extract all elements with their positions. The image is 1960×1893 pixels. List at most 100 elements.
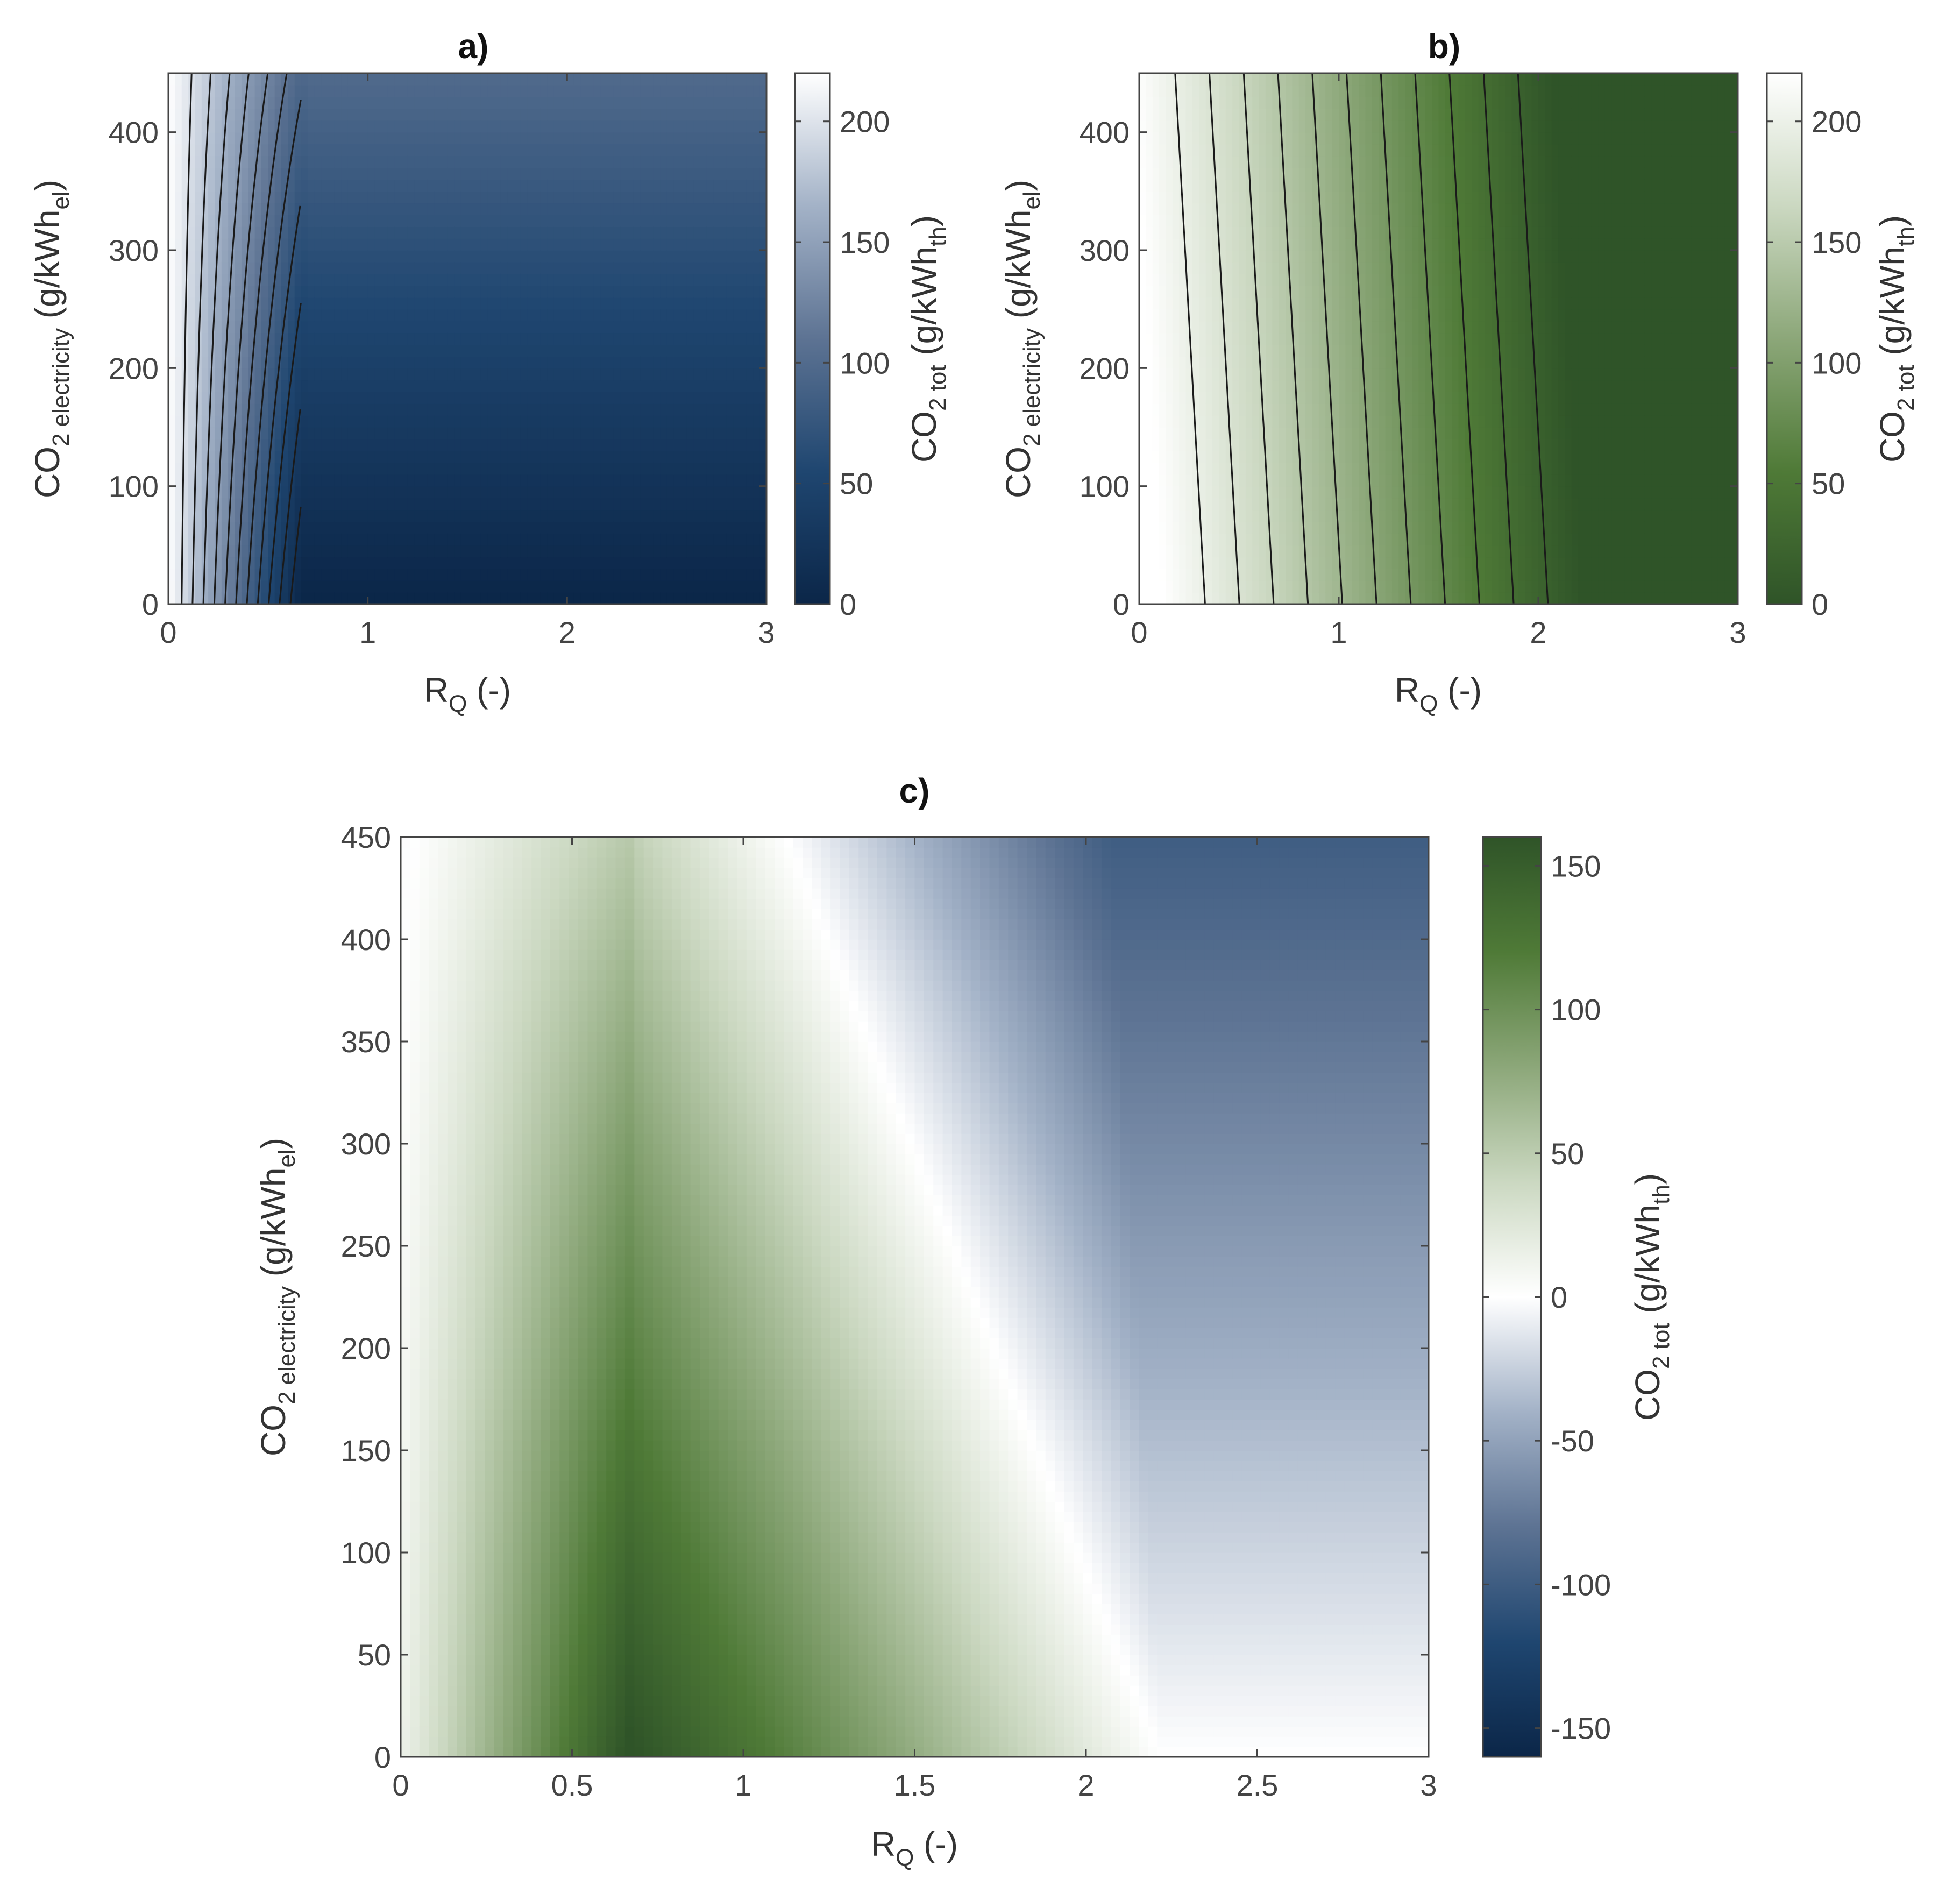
heatmap-cell (593, 344, 601, 357)
heatmap-cell (228, 179, 236, 192)
heatmap-cell (494, 226, 501, 239)
heatmap-cell (700, 427, 707, 439)
heatmap-cell (640, 261, 648, 274)
heatmap-cell (268, 120, 275, 133)
heatmap-cell (500, 438, 508, 451)
heatmap-cell (1245, 592, 1253, 605)
heatmap-cell (421, 273, 428, 286)
heatmap-cell (361, 226, 368, 239)
heatmap-cell (1146, 533, 1153, 546)
heatmap-cell (175, 521, 182, 534)
heatmap-cell (494, 498, 501, 511)
heatmap-cell (394, 332, 402, 345)
heatmap-cell (434, 73, 442, 86)
heatmap-cell (394, 261, 402, 274)
heatmap-cell (347, 344, 355, 357)
heatmap-cell (1205, 309, 1213, 322)
heatmap-cell (647, 462, 654, 475)
heatmap-cell (401, 120, 408, 133)
heatmap-cell (647, 356, 654, 369)
heatmap-cell (627, 250, 634, 263)
heatmap-cell (700, 273, 707, 286)
heatmap-cell (308, 309, 315, 322)
heatmap-cell (553, 285, 561, 298)
heatmap-cell (1192, 179, 1200, 192)
heatmap-cell (274, 203, 282, 215)
heatmap-cell (441, 261, 448, 274)
heatmap-cell (1185, 498, 1193, 511)
heatmap-cell (1192, 285, 1200, 298)
heatmap-cell (547, 368, 555, 381)
heatmap-cell (1185, 215, 1193, 227)
heatmap-cell (1259, 462, 1266, 475)
heatmap-cell (666, 557, 674, 569)
heatmap-cell (720, 332, 727, 345)
heatmap-cell (215, 84, 222, 97)
heatmap-cell (261, 557, 269, 569)
heatmap-cell (1146, 167, 1153, 180)
heatmap-cell (261, 427, 269, 439)
heatmap-cell (281, 509, 289, 522)
heatmap-cell (720, 580, 727, 593)
heatmap-cell (673, 144, 681, 157)
heatmap-cell (1212, 132, 1220, 145)
heatmap-cell (201, 321, 209, 334)
heatmap-cell (321, 592, 329, 605)
heatmap-cell (387, 132, 395, 145)
heatmap-cell (527, 84, 535, 97)
heatmap-cell (401, 509, 408, 522)
heatmap-cell (1139, 356, 1147, 369)
heatmap-cell (593, 332, 601, 345)
heatmap-cell (401, 521, 408, 534)
heatmap-cell (633, 533, 641, 546)
heatmap-cell (494, 167, 501, 180)
heatmap-cell (1239, 356, 1246, 369)
heatmap-cell (500, 285, 508, 298)
heatmap-cell (314, 132, 322, 145)
heatmap-cell (447, 73, 455, 86)
heatmap-cell (427, 273, 435, 286)
heatmap-cell (494, 108, 501, 121)
heatmap-cell (261, 155, 269, 168)
heatmap-cell (1259, 203, 1266, 215)
heatmap-cell (441, 273, 448, 286)
heatmap-cell (314, 144, 322, 157)
heatmap-cell (680, 203, 687, 215)
heatmap-cell (460, 427, 468, 439)
heatmap-cell (228, 392, 236, 404)
heatmap-cell (553, 144, 561, 157)
heatmap-cell (733, 486, 741, 499)
heatmap-cell (720, 285, 727, 298)
heatmap-cell (407, 368, 415, 381)
heatmap-cell (394, 592, 402, 605)
heatmap-cell (593, 368, 601, 381)
heatmap-cell (1225, 144, 1233, 157)
heatmap-cell (720, 450, 727, 463)
heatmap-cell (308, 226, 315, 239)
heatmap-cell (361, 438, 368, 451)
heatmap-cell (434, 321, 442, 334)
heatmap-cell (334, 438, 342, 451)
heatmap-cell (1159, 250, 1167, 263)
heatmap-cell (447, 332, 455, 345)
heatmap-cell (321, 191, 329, 204)
heatmap-cell (540, 273, 548, 286)
heatmap-cell (560, 144, 568, 157)
heatmap-cell (381, 438, 388, 451)
heatmap-cell (347, 203, 355, 215)
heatmap-cell (720, 462, 727, 475)
heatmap-cell (706, 462, 714, 475)
heatmap-cell (567, 521, 574, 534)
heatmap-cell (288, 509, 295, 522)
heatmap-cell (467, 167, 475, 180)
heatmap-cell (520, 521, 528, 534)
heatmap-cell (434, 380, 442, 392)
panel-b-title: b) (1428, 27, 1460, 66)
heatmap-cell (653, 84, 661, 97)
heatmap-cell (241, 569, 249, 581)
heatmap-cell (1212, 462, 1220, 475)
heatmap-cell (1239, 486, 1246, 499)
heatmap-cell (693, 73, 701, 86)
heatmap-cell (593, 427, 601, 439)
heatmap-cell (314, 427, 322, 439)
